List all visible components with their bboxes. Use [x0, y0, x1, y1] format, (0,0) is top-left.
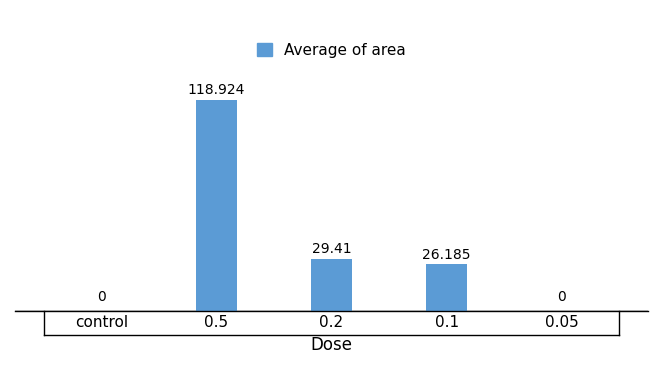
- Text: 26.185: 26.185: [422, 248, 471, 262]
- Text: 0: 0: [558, 290, 566, 304]
- X-axis label: Dose: Dose: [310, 336, 353, 354]
- Text: 29.41: 29.41: [312, 242, 351, 256]
- Text: 118.924: 118.924: [188, 83, 245, 97]
- Text: 0: 0: [97, 290, 105, 304]
- Bar: [196, 100, 237, 311]
- Legend: Average of area: Average of area: [253, 38, 410, 62]
- Bar: [426, 264, 467, 311]
- Bar: [312, 259, 351, 311]
